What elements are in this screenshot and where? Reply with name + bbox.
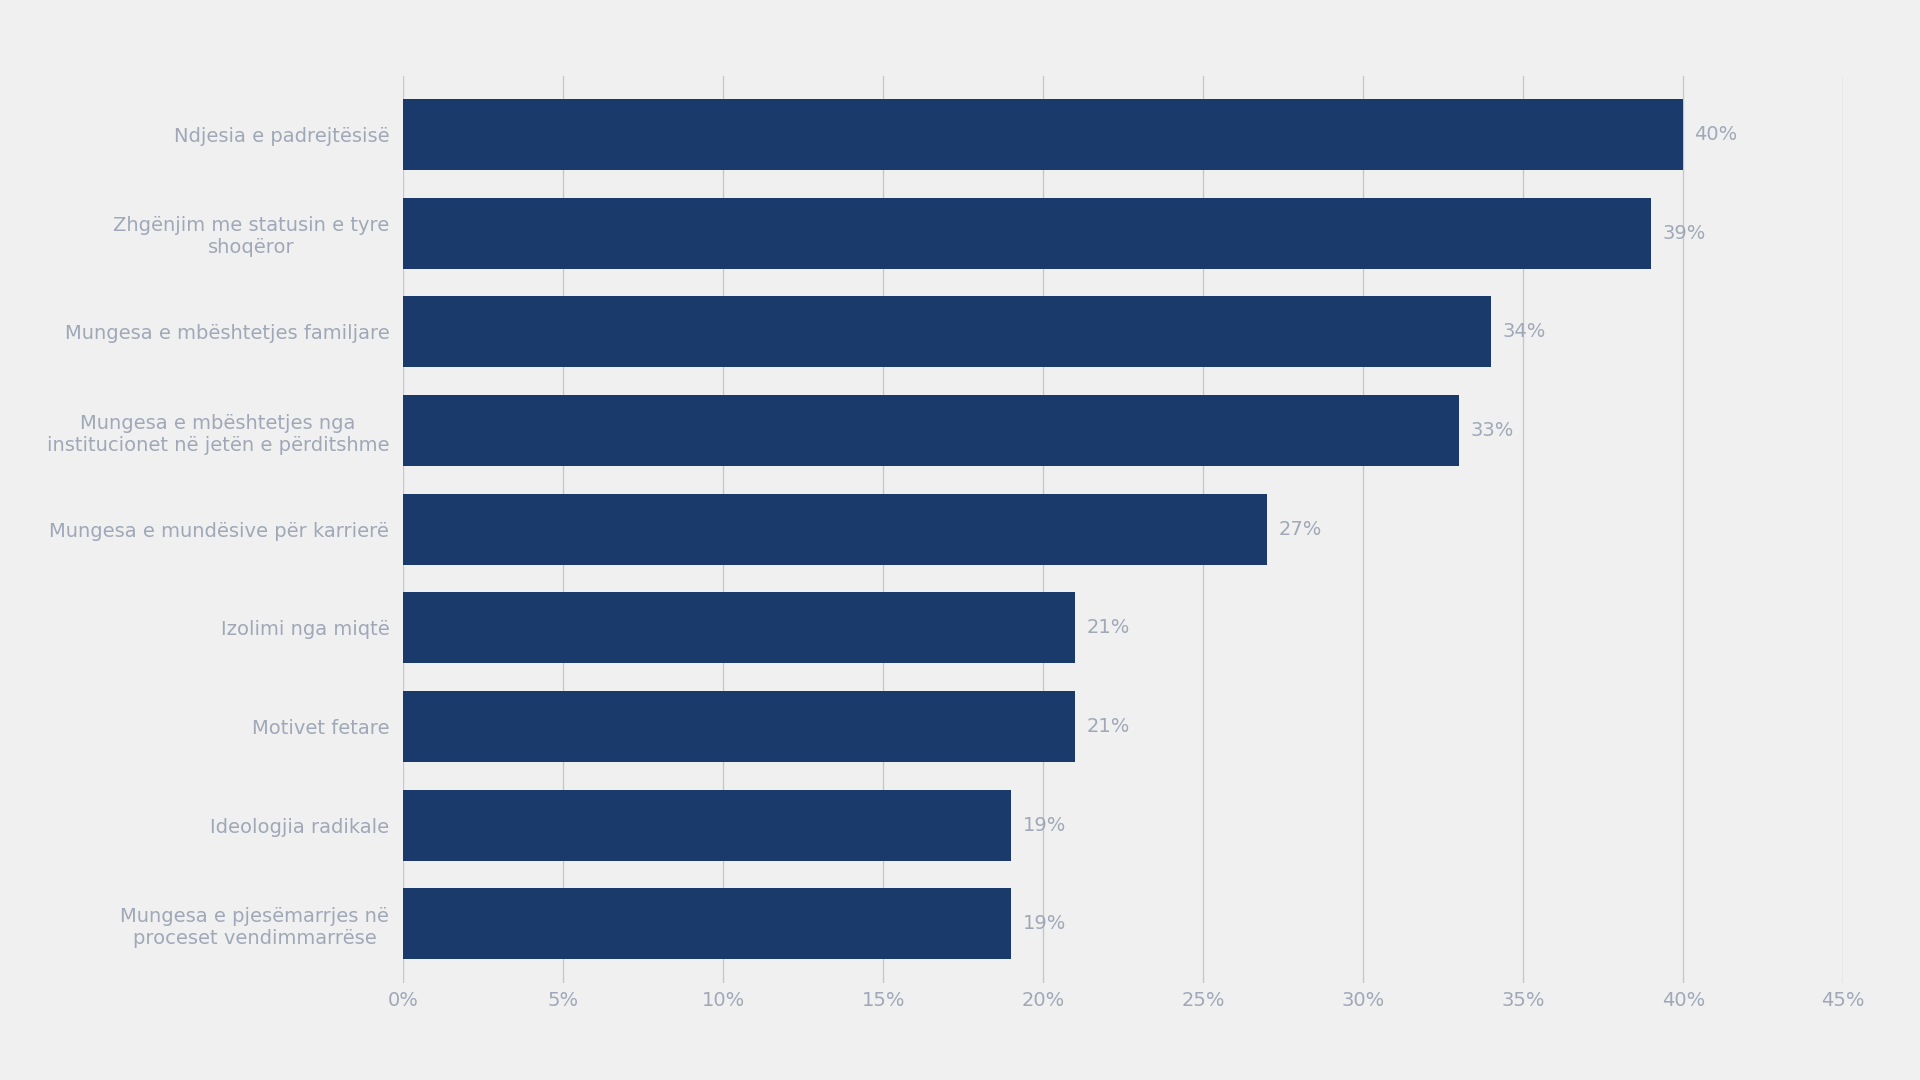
Text: 19%: 19% [1021,815,1066,835]
Text: 33%: 33% [1471,421,1513,440]
Bar [403,494,1267,565]
Bar [403,691,1075,761]
Text: 27%: 27% [1279,519,1321,539]
Text: 34%: 34% [1501,323,1546,341]
Text: 39%: 39% [1663,224,1705,243]
Bar [403,888,1012,959]
Text: 19%: 19% [1021,914,1066,933]
Bar [403,99,1684,171]
Bar [403,592,1075,663]
Bar [403,789,1012,861]
Bar [403,395,1459,467]
Text: 21%: 21% [1087,717,1129,735]
Bar [403,198,1651,269]
Bar [403,297,1492,367]
Text: 21%: 21% [1087,619,1129,637]
Text: 40%: 40% [1693,125,1738,145]
